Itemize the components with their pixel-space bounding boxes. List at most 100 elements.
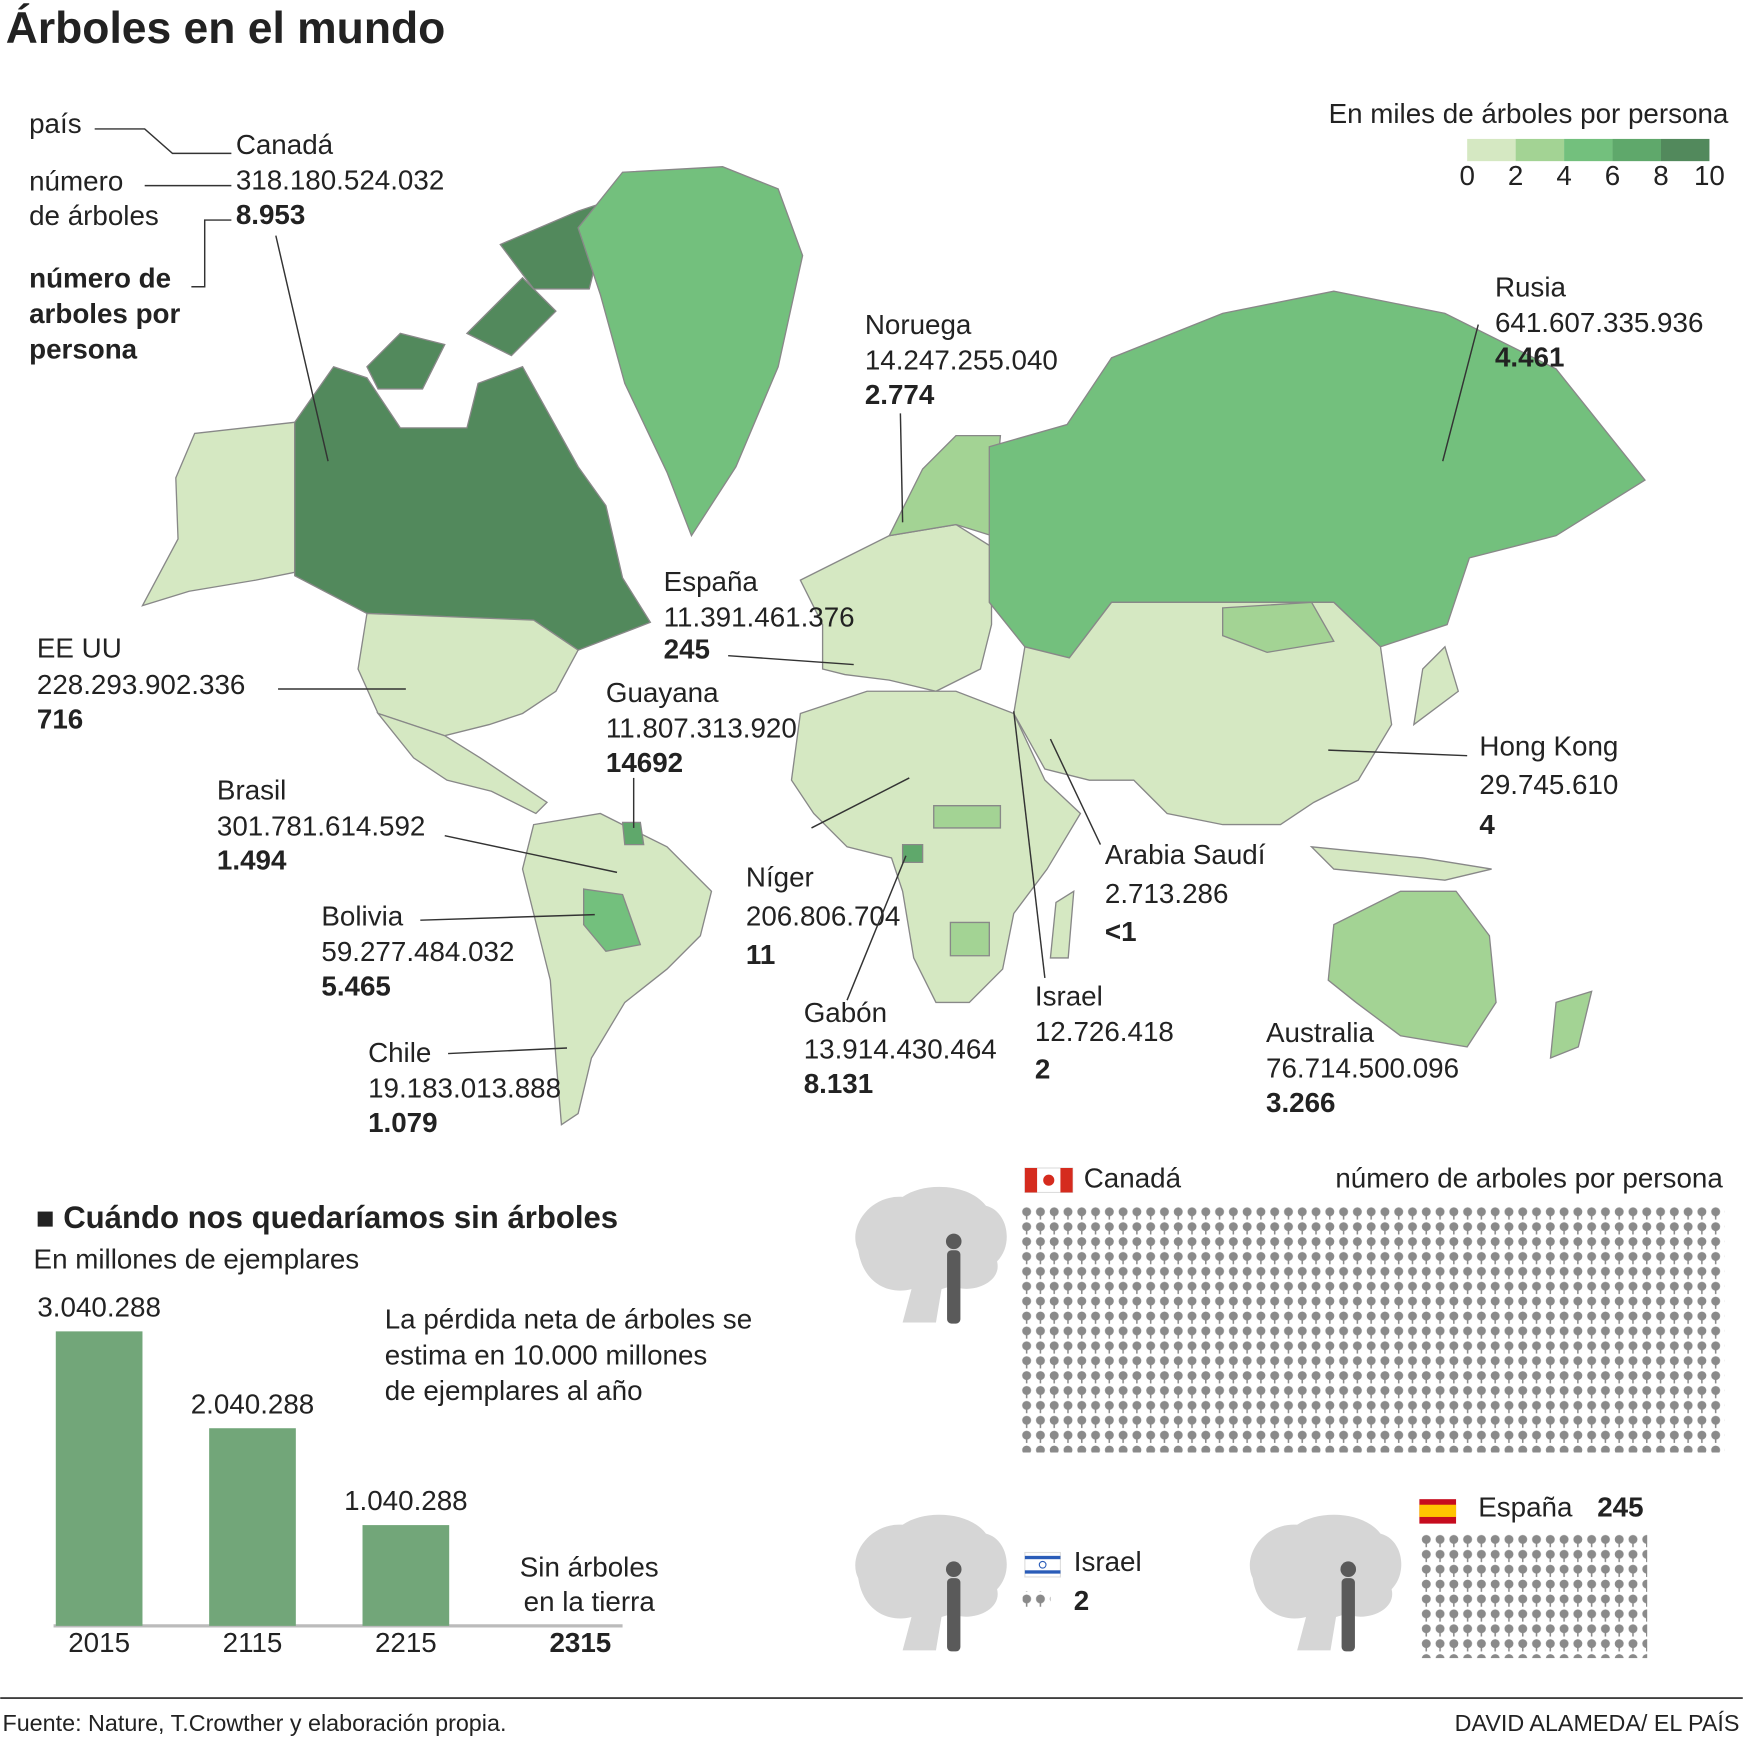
country-name: Brasil xyxy=(217,775,286,806)
per-person: 2.774 xyxy=(865,379,935,410)
flag-israel xyxy=(1024,1551,1061,1578)
tree-count: 301.781.614.592 xyxy=(217,810,425,841)
legend-tick: 6 xyxy=(1605,160,1620,191)
key-per-person: número de xyxy=(29,262,171,293)
key-per-person: arboles por xyxy=(29,298,180,329)
tree-count: 29.745.610 xyxy=(1479,769,1618,800)
tree-count: 13.914.430.464 xyxy=(804,1034,997,1065)
country-name: Hong Kong xyxy=(1479,730,1618,761)
country-name: España xyxy=(1478,1492,1573,1523)
flag-spain xyxy=(1419,1499,1457,1524)
country-name: Chile xyxy=(368,1037,431,1068)
key-per-person: persona xyxy=(29,334,138,365)
leader-line xyxy=(1442,324,1479,462)
comparison-title: número de arboles por persona xyxy=(1335,1163,1723,1194)
bar-note: estima en 10.000 millones xyxy=(385,1339,708,1370)
value-label: 1.040.288 xyxy=(344,1485,468,1516)
country-shape xyxy=(1549,990,1593,1060)
legend-swatch xyxy=(1660,138,1710,162)
per-person: 11 xyxy=(746,939,775,970)
key-trees: de árboles xyxy=(29,200,159,231)
country-name: Gabón xyxy=(804,997,887,1028)
tree-count: 11.807.313.920 xyxy=(606,712,797,743)
x-tick-label: 2015 xyxy=(68,1627,130,1658)
per-person: 4.461 xyxy=(1495,341,1564,372)
country-name: Canadá xyxy=(1084,1163,1182,1194)
bar-title-text: Cuándo nos quedaríamos sin árboles xyxy=(63,1200,618,1235)
country-name: Guayana xyxy=(606,677,719,708)
per-person: 14692 xyxy=(606,747,683,778)
world-map xyxy=(141,166,1646,1126)
country-shape xyxy=(888,434,1002,537)
source: Fuente: Nature, T.Crowther y elaboración… xyxy=(2,1710,506,1736)
x-tick-label: 2315 xyxy=(549,1627,611,1658)
country-shape xyxy=(901,843,924,864)
per-person: 245 xyxy=(664,634,710,665)
tree-count: 59.277.484.032 xyxy=(321,936,514,967)
tree-count: 76.714.500.096 xyxy=(1266,1053,1459,1084)
legend-tick: 2 xyxy=(1508,160,1523,191)
value-label: 3.040.288 xyxy=(37,1291,161,1322)
leader-line xyxy=(448,1047,568,1055)
country-name: Australia xyxy=(1266,1017,1375,1048)
country-shape xyxy=(933,805,1002,829)
country-shape xyxy=(521,812,713,1126)
legend-swatch xyxy=(1467,138,1516,162)
bar xyxy=(55,1331,143,1626)
credit: DAVID ALAMEDA/ EL PAÍS xyxy=(1455,1710,1740,1736)
tree-count: 318.180.524.032 xyxy=(236,165,444,196)
legend-swatch xyxy=(1612,138,1661,162)
tree-grid xyxy=(1022,1591,1051,1607)
tree-icon xyxy=(1249,1514,1402,1652)
country-name: Níger xyxy=(746,861,814,892)
x-tick-label: 2215 xyxy=(375,1627,437,1658)
tree-count: 14.247.255.040 xyxy=(865,345,1058,376)
flag-canada xyxy=(1024,1167,1074,1194)
value-label: 2.040.288 xyxy=(191,1388,315,1419)
country-shape xyxy=(583,888,642,953)
leader-line xyxy=(1328,749,1468,757)
per-person: 4 xyxy=(1479,809,1495,840)
leader-line xyxy=(811,777,910,829)
country-shape xyxy=(366,332,446,390)
legend-tick: 4 xyxy=(1556,160,1571,191)
country-name: Israel xyxy=(1035,980,1103,1011)
country-shape xyxy=(621,821,645,846)
country-name: España xyxy=(664,566,759,597)
per-person: 5.465 xyxy=(321,970,390,1001)
country-shape xyxy=(357,612,579,737)
country-shape xyxy=(949,921,990,957)
country-name: Bolivia xyxy=(321,900,403,931)
country-name: Arabia Saudí xyxy=(1105,839,1266,870)
country-shape xyxy=(141,421,296,607)
country-shape xyxy=(1309,845,1492,881)
tree-count: 12.726.418 xyxy=(1035,1016,1174,1047)
tree-icon xyxy=(855,1186,1007,1324)
leader-line xyxy=(420,913,595,921)
legend-tick: 10 xyxy=(1694,160,1725,191)
country-shape xyxy=(1327,890,1497,1048)
per-person: 8.131 xyxy=(804,1068,873,1099)
bar-note: de ejemplares al año xyxy=(385,1375,643,1406)
country-name: Noruega xyxy=(865,309,972,340)
country-shape xyxy=(577,166,804,538)
key-country: país xyxy=(29,108,81,139)
bar-title: ■ Cuándo nos quedaríamos sin árboles xyxy=(36,1200,618,1235)
per-person: 2 xyxy=(1074,1585,1089,1616)
legend-swatch xyxy=(1515,138,1565,162)
country-shape xyxy=(465,276,557,357)
tree-count: 206.806.704 xyxy=(746,900,900,931)
country-name: Canadá xyxy=(236,129,334,160)
per-person: 1.494 xyxy=(217,845,287,876)
tree-icon xyxy=(855,1514,1007,1652)
title: Árboles en el mundo xyxy=(6,3,445,53)
leader-line xyxy=(728,654,854,666)
country-shape xyxy=(790,690,1082,1004)
country-shape xyxy=(1013,601,1393,826)
tree-grid xyxy=(1419,1533,1648,1659)
bar xyxy=(209,1428,296,1626)
leader-line xyxy=(899,413,904,523)
bar-note: La pérdida neta de árboles se xyxy=(385,1304,752,1335)
tree-count: 11.391.461.376 xyxy=(664,601,855,632)
key-leader xyxy=(94,128,232,288)
